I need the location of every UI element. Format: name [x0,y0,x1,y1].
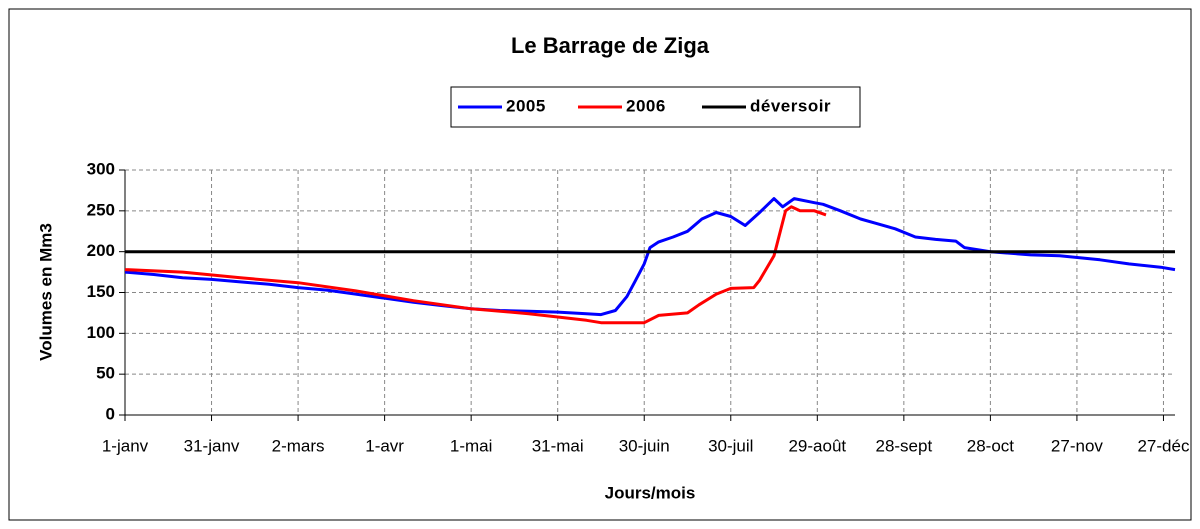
x-tick-label: 27-déc [1137,436,1189,455]
legend-box [450,86,861,128]
x-tick-label: 30-juin [619,436,670,455]
x-tick-label: 1-mai [450,436,493,455]
y-tick-label: 100 [87,323,115,342]
legend-label: déversoir [750,96,831,115]
x-axis-label: Jours/mois [605,483,696,502]
x-tick-label: 2-mars [272,436,325,455]
y-tick-label: 200 [87,241,115,260]
legend-label: 2006 [626,96,666,115]
x-tick-label: 29-août [788,436,846,455]
x-tick-label: 27-nov [1051,436,1103,455]
y-tick-label: 0 [106,404,115,423]
x-tick-label: 31-mai [532,436,584,455]
x-tick-label: 28-sept [875,436,932,455]
y-tick-label: 150 [87,282,115,301]
y-tick-label: 50 [96,364,115,383]
x-tick-label: 30-juil [708,436,753,455]
y-tick-label: 250 [87,200,115,219]
y-tick-label: 300 [87,159,115,178]
chart-title: Le Barrage de Ziga [511,33,710,58]
x-tick-label: 1-avr [365,436,404,455]
legend-label: 2005 [506,96,546,115]
x-tick-label: 28-oct [967,436,1015,455]
data-line [124,205,827,325]
x-tick-label: 31-janv [184,436,240,455]
data-line [124,197,1176,317]
x-tick-label: 1-janv [102,436,149,455]
y-axis-label: Volumes en Mm3 [36,223,55,361]
